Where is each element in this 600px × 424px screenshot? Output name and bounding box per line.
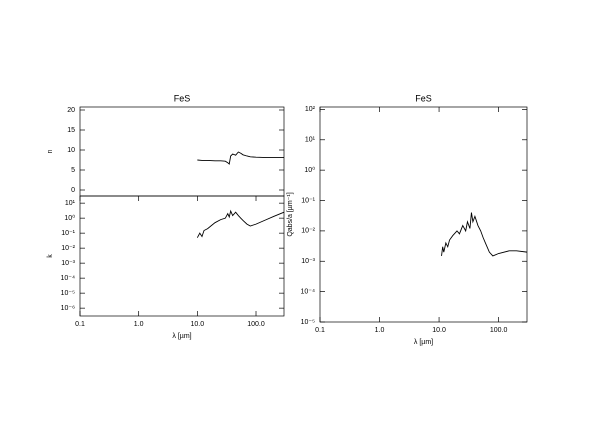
y-tick-label: 10 (67, 147, 75, 154)
y-tick-label: 10⁻³ (301, 258, 315, 265)
x-tick-label: 0.1 (75, 321, 85, 328)
y-tick-label: 10⁻¹ (301, 197, 315, 204)
plot-frame (79, 106, 285, 197)
y-tick-label: 10⁻⁵ (61, 290, 75, 297)
plot-frame (79, 195, 285, 317)
y-tick-label: 10⁻⁶ (61, 305, 75, 312)
x-tick-label: 10.0 (432, 327, 446, 334)
y-tick-label: 20 (67, 107, 75, 114)
y-tick-label: 15 (67, 127, 75, 134)
x-axis-label: λ [µm] (414, 339, 433, 346)
x-tick-label: 1.0 (134, 321, 144, 328)
data-line (441, 212, 528, 257)
y-axis-label: n (47, 149, 54, 153)
x-axis-label: λ [µm] (172, 333, 191, 340)
chart-title: FeS (415, 93, 432, 103)
x-tick-label: 100.0 (247, 321, 265, 328)
y-tick-label: 10⁰ (304, 166, 315, 174)
chart-title: FeS (174, 93, 191, 103)
y-tick-label: 10⁻⁴ (301, 288, 316, 295)
y-tick-label: 10⁻² (61, 245, 75, 252)
y-tick-label: 10⁻⁴ (61, 275, 76, 282)
data-line (196, 209, 285, 238)
y-tick-label: 10⁻¹ (61, 230, 75, 237)
y-tick-label: 10² (305, 106, 316, 113)
y-axis-label: k (47, 254, 54, 258)
y-tick-label: 10⁻³ (61, 260, 75, 267)
y-tick-label: 0 (71, 187, 75, 194)
x-tick-label: 10.0 (191, 321, 205, 328)
y-axis-label: Qabs/a [µm⁻¹] (287, 192, 294, 236)
plot-frame (319, 106, 528, 323)
y-tick-label: 10⁰ (64, 214, 75, 222)
x-tick-label: 100.0 (490, 327, 508, 334)
y-tick-label: 10¹ (305, 137, 316, 144)
data-line (197, 151, 284, 165)
x-tick-label: 0.1 (315, 327, 325, 334)
y-tick-label: 10⁻² (301, 228, 315, 235)
y-tick-label: 10⁻⁵ (301, 319, 315, 326)
y-tick-label: 10¹ (65, 200, 76, 207)
y-tick-label: 5 (71, 167, 75, 174)
x-tick-label: 1.0 (375, 327, 385, 334)
